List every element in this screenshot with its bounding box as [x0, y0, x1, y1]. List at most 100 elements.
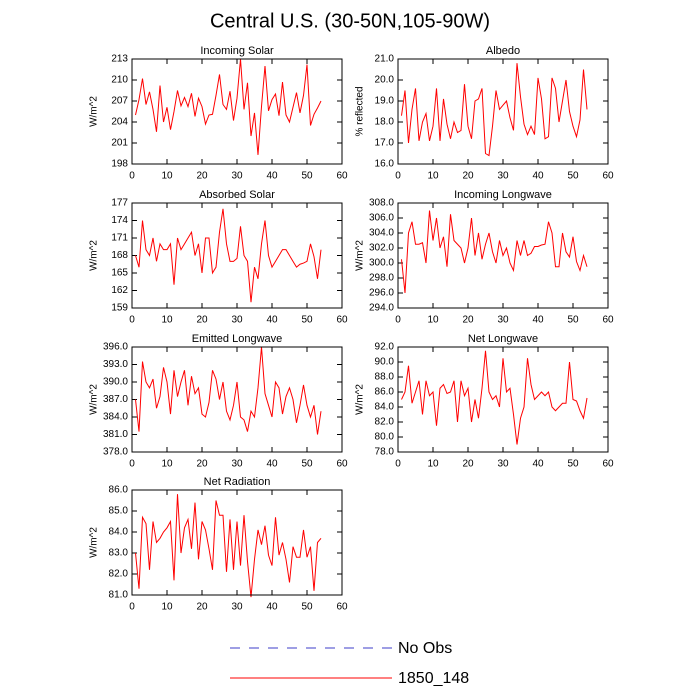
y-tick-label: 82.0	[375, 417, 395, 428]
x-tick-label: 20	[196, 171, 208, 182]
y-tick-label: 84.0	[375, 402, 395, 413]
y-tick-label: 83.0	[109, 548, 129, 559]
y-tick-label: 81.0	[109, 590, 129, 601]
y-tick-label: 204	[111, 117, 128, 128]
y-tick-label: 393.0	[103, 359, 128, 370]
x-tick-label: 10	[161, 602, 173, 613]
x-tick-label: 50	[567, 315, 579, 326]
x-tick-label: 10	[161, 171, 173, 182]
y-tick-label: 86.0	[375, 387, 395, 398]
y-tick-label: 159	[111, 303, 128, 314]
y-tick-label: 207	[111, 96, 128, 107]
panel-title: Absorbed Solar	[199, 189, 275, 201]
x-tick-label: 0	[395, 171, 401, 182]
y-tick-label: 396.0	[103, 342, 128, 353]
x-tick-label: 60	[602, 459, 614, 470]
y-tick-label: 21.0	[375, 54, 395, 65]
x-tick-label: 30	[231, 171, 243, 182]
panel-title: Net Radiation	[204, 476, 271, 488]
x-tick-label: 0	[129, 459, 135, 470]
plot-frame	[397, 202, 609, 309]
y-tick-label: 296.0	[369, 288, 394, 299]
y-axis-label: % reflected	[355, 86, 366, 136]
x-tick-label: 20	[462, 459, 474, 470]
y-tick-label: 390.0	[103, 377, 128, 388]
x-tick-label: 50	[301, 171, 313, 182]
x-tick-label: 50	[301, 315, 313, 326]
x-tick-label: 10	[161, 459, 173, 470]
x-tick-label: 0	[395, 315, 401, 326]
x-tick-label: 60	[602, 171, 614, 182]
x-tick-label: 20	[462, 171, 474, 182]
x-tick-label: 0	[129, 315, 135, 326]
x-tick-label: 30	[231, 459, 243, 470]
y-tick-label: 171	[111, 233, 128, 244]
x-tick-label: 10	[427, 459, 439, 470]
x-tick-label: 10	[427, 171, 439, 182]
x-tick-label: 40	[266, 459, 278, 470]
y-tick-label: 306.0	[369, 213, 394, 224]
data-line	[401, 63, 588, 157]
x-tick-label: 50	[567, 171, 579, 182]
plot-frame	[131, 202, 343, 309]
x-tick-label: 30	[497, 315, 509, 326]
y-tick-label: 92.0	[375, 342, 395, 353]
y-tick-label: 165	[111, 268, 128, 279]
y-axis-label: W/m^2	[89, 96, 100, 127]
figure-title: Central U.S. (30-50N,105-90W)	[210, 10, 490, 32]
x-tick-label: 40	[266, 315, 278, 326]
y-axis-label: W/m^2	[355, 384, 366, 415]
y-tick-label: 174	[111, 215, 128, 226]
panel-title: Emitted Longwave	[192, 333, 283, 345]
y-tick-label: 82.0	[109, 569, 129, 580]
data-line	[401, 210, 588, 294]
plot-frame	[131, 489, 343, 596]
x-tick-label: 40	[266, 602, 278, 613]
y-tick-label: 177	[111, 198, 128, 209]
y-tick-label: 168	[111, 250, 128, 261]
data-line	[135, 58, 322, 155]
panel-title: Net Longwave	[468, 333, 538, 345]
panel-title: Incoming Longwave	[454, 189, 552, 201]
y-axis-label: W/m^2	[89, 384, 100, 415]
plot-frame	[397, 346, 609, 453]
y-axis-label: W/m^2	[355, 240, 366, 271]
y-tick-label: 210	[111, 75, 128, 86]
y-tick-label: 201	[111, 138, 128, 149]
data-line	[401, 350, 588, 445]
y-tick-label: 381.0	[103, 429, 128, 440]
y-tick-label: 300.0	[369, 258, 394, 269]
y-tick-label: 378.0	[103, 447, 128, 458]
y-tick-label: 78.0	[375, 447, 395, 458]
y-tick-label: 384.0	[103, 412, 128, 423]
x-tick-label: 50	[301, 602, 313, 613]
y-tick-label: 198	[111, 159, 128, 170]
panel-title: Albedo	[486, 45, 520, 57]
y-tick-label: 308.0	[369, 198, 394, 209]
x-tick-label: 50	[301, 459, 313, 470]
legend-label: No Obs	[398, 640, 452, 657]
y-tick-label: 85.0	[109, 506, 129, 517]
y-tick-label: 302.0	[369, 243, 394, 254]
y-tick-label: 294.0	[369, 303, 394, 314]
x-tick-label: 60	[336, 459, 348, 470]
x-tick-label: 20	[196, 315, 208, 326]
x-tick-label: 40	[532, 171, 544, 182]
plot-frame	[131, 58, 343, 165]
y-axis-label: W/m^2	[89, 240, 100, 271]
x-tick-label: 30	[497, 459, 509, 470]
plot-frame	[131, 346, 343, 453]
x-tick-label: 60	[336, 171, 348, 182]
plot-frame	[397, 58, 609, 165]
legend-label: 1850_148	[398, 670, 469, 687]
x-tick-label: 0	[129, 171, 135, 182]
y-tick-label: 19.0	[375, 96, 395, 107]
x-tick-label: 40	[266, 171, 278, 182]
x-tick-label: 30	[231, 602, 243, 613]
y-tick-label: 84.0	[109, 527, 129, 538]
y-tick-label: 20.0	[375, 75, 395, 86]
data-line	[135, 494, 322, 598]
panel-title: Incoming Solar	[200, 45, 274, 57]
